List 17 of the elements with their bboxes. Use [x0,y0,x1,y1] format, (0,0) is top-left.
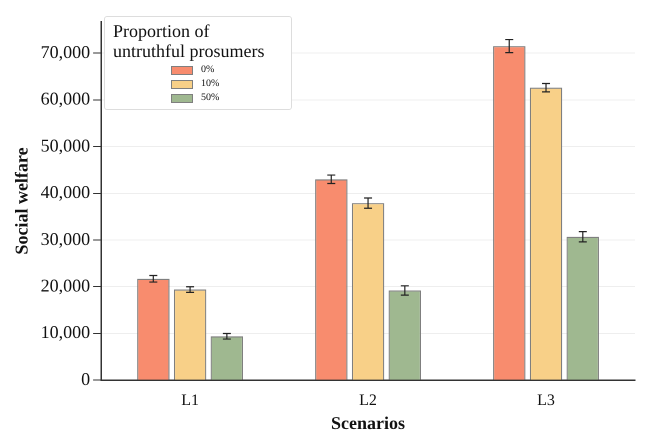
legend-label: 50% [201,91,220,105]
y-tick-label: 10,000 [40,322,90,342]
legend-title: Proportion of untruthful prosumers [113,21,266,61]
legend-label: 0% [201,63,214,77]
legend-label: 10% [201,77,220,91]
y-tick-label: 50,000 [40,135,90,156]
y-tick-label: 0 [81,368,90,389]
y-tick-label: 20,000 [40,275,90,296]
y-tick-label: 60,000 [40,88,90,109]
y-axis-title: Social welfare [11,147,32,255]
y-tick-label: 40,000 [40,182,90,202]
y-tick-label: 30,000 [40,228,90,249]
x-tick-label: L2 [359,392,377,410]
x-tick-label: L3 [537,392,555,410]
x-tick-label: L1 [181,392,199,410]
x-axis-title: Scenarios [331,412,406,433]
y-tick-label: 70,000 [40,42,90,62]
